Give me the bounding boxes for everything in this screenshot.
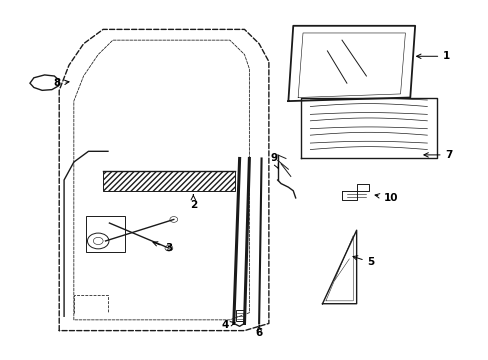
Text: 5: 5 [352,256,374,267]
Text: 7: 7 [423,150,452,160]
Bar [86,216,125,252]
Text: 1: 1 [416,51,449,61]
Text: 6: 6 [255,326,262,338]
Text: 4: 4 [221,320,234,330]
Circle shape [169,217,177,222]
Text: 9: 9 [270,153,278,169]
Circle shape [87,233,109,249]
Circle shape [93,237,103,244]
Text: 8: 8 [53,78,69,88]
Polygon shape [30,75,59,90]
Text: 2: 2 [189,194,197,210]
Circle shape [164,245,172,251]
Text: 3: 3 [153,242,172,253]
Text: 10: 10 [374,193,397,203]
Bar [236,310,244,320]
Bar [103,171,234,191]
